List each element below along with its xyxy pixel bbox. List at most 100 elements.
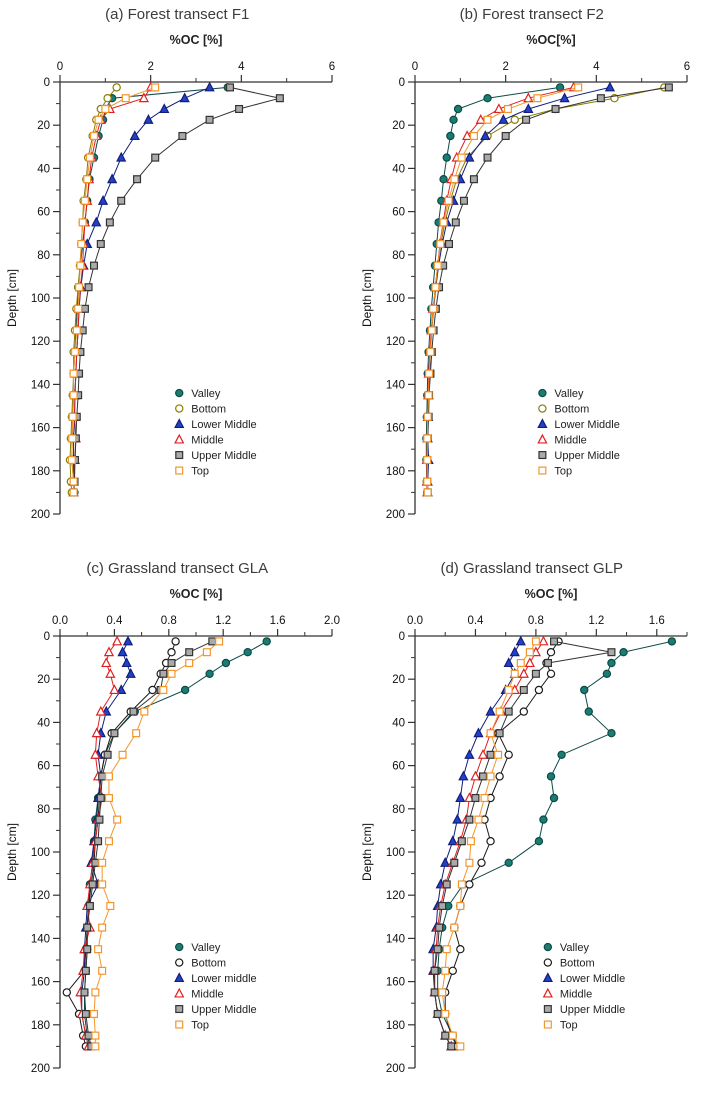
svg-text:Upper Middle: Upper Middle [560,1004,625,1016]
svg-text:Lower Middle: Lower Middle [560,973,625,985]
legend: Valley Bottom Lower Middle Middle Upper Midd… [174,388,257,478]
series-top [422,83,582,497]
svg-text:2: 2 [148,61,154,73]
svg-text:0.8: 0.8 [528,615,544,627]
svg-text:1.2: 1.2 [215,615,231,627]
chart-title-d: (d) Grassland transect GLP [440,560,624,577]
chart-forest-f1: %OC [%]0 2 4 6020406080100120140160180200De… [5,33,335,521]
y-axis: 0 20 40 60 80 100 120 140 160 180 200 Depth [cm] [5,631,61,1075]
svg-text:100: 100 [386,847,405,859]
svg-text:0.0: 0.0 [407,615,423,627]
svg-text:0: 0 [44,77,50,89]
svg-text:140: 140 [31,379,50,391]
svg-text:60: 60 [392,207,405,219]
svg-text:160: 160 [31,423,50,435]
svg-text:40: 40 [37,163,50,175]
svg-text:0.4: 0.4 [107,615,124,627]
svg-text:140: 140 [386,379,405,391]
svg-text:Depth [cm]: Depth [cm] [5,269,19,327]
svg-text:2: 2 [502,61,508,73]
svg-text:100: 100 [31,847,50,859]
svg-text:80: 80 [392,804,405,816]
svg-text:0: 0 [44,631,50,643]
svg-text:100: 100 [386,293,405,305]
legend: Valley Bottom Lower middle Middle Upper Midd… [174,942,257,1032]
svg-text:Lower Middle: Lower Middle [191,419,256,431]
svg-text:Upper Middle: Upper Middle [554,450,619,462]
svg-text:120: 120 [386,336,405,348]
svg-text:180: 180 [31,466,50,478]
svg-text:Valley: Valley [560,942,590,954]
svg-text:0: 0 [57,61,63,73]
svg-text:200: 200 [31,509,50,521]
svg-text:80: 80 [392,250,405,262]
svg-text:Depth [cm]: Depth [cm] [360,269,374,327]
svg-text:140: 140 [31,933,50,945]
svg-text:20: 20 [392,120,405,132]
series-upper-middle [80,637,217,1051]
svg-text:60: 60 [392,761,405,773]
svg-text:20: 20 [37,120,50,132]
svg-text:0.0: 0.0 [52,615,68,627]
svg-text:120: 120 [31,890,50,902]
y-axis: 0 20 40 60 80 100 120 140 160 180 200 Depth [cm] [360,631,416,1075]
panel-d: (d) Grassland transect GLP %OC [%] 0.0 0.4… [355,558,709,1098]
svg-text:Top: Top [191,1020,209,1032]
svg-text:40: 40 [37,717,50,729]
svg-text:Middle: Middle [191,435,223,447]
chart-title-c: (c) Grassland transect GLA [86,560,269,577]
svg-text:140: 140 [386,933,405,945]
chart-grassland-glp: %OC [%] 0.0 0.4 0.8 1.2 1.6 0 20 40 60 80 100 120 140… [360,587,688,1075]
series-upper-middle [69,83,285,497]
svg-text:180: 180 [386,1020,405,1032]
series-upper-middle [422,83,673,497]
svg-text:Top: Top [191,466,209,478]
svg-text:4: 4 [593,61,600,73]
svg-text:Middle: Middle [191,989,223,1001]
svg-text:180: 180 [386,466,405,478]
svg-text:0: 0 [398,77,404,89]
svg-text:80: 80 [37,250,50,262]
panel-a: (a) Forest transect F1 %OC [%] 0 2 4 6 0 20 40 6… [0,4,355,544]
svg-text:Middle: Middle [560,989,592,1001]
svg-text:Depth [cm]: Depth [cm] [360,823,374,881]
svg-text:40: 40 [392,163,405,175]
svg-text:20: 20 [37,674,50,686]
svg-text:60: 60 [37,761,50,773]
x-axis: %OC [%] 0.0 0.4 0.8 1.2 1.6 2.0 [52,587,340,637]
svg-text:0.4: 0.4 [467,615,484,627]
svg-text:20: 20 [392,674,405,686]
series-bottom [422,83,669,497]
svg-text:Valley: Valley [191,942,221,954]
svg-text:100: 100 [31,293,50,305]
svg-text:160: 160 [31,977,50,989]
svg-text:%OC [%]: %OC [%] [170,587,223,601]
chart-forest-f2: %OC[%]0 2 4 6020406080100120140160180200Dep… [360,33,690,521]
svg-text:4: 4 [238,61,245,73]
chart-grassland-gla: %OC [%] 0.0 0.4 0.8 1.2 1.6 2.0 0 20 40 60 80 100 120… [5,587,340,1075]
svg-text:Lower Middle: Lower Middle [554,419,619,431]
x-axis: %OC[%] 0 2 4 6 [412,33,690,83]
chart-title-b: (b) Forest transect F2 [459,6,604,23]
svg-text:200: 200 [386,1063,405,1075]
legend: Valley Bottom Lower Middle Middle Upper Midd… [542,942,625,1032]
svg-text:Bottom: Bottom [191,958,226,970]
svg-text:120: 120 [386,890,405,902]
svg-text:2.0: 2.0 [324,615,340,627]
svg-text:Valley: Valley [554,388,584,400]
svg-text:Bottom: Bottom [560,958,595,970]
chart-title-a: (a) Forest transect F1 [105,6,250,23]
series-lower-middle [427,635,526,1051]
svg-text:40: 40 [392,717,405,729]
legend: Valley Bottom Lower Middle Middle Upper Midd… [537,388,620,478]
x-axis: %OC [%] 0 2 4 6 [57,33,335,83]
svg-text:%OC [%]: %OC [%] [170,33,223,47]
svg-text:%OC [%]: %OC [%] [524,587,577,601]
svg-text:60: 60 [37,207,50,219]
panel-c: (c) Grassland transect GLA %OC [%] 0.0 0.4… [0,558,355,1098]
svg-text:80: 80 [37,804,50,816]
svg-text:Valley: Valley [191,388,221,400]
svg-text:Bottom: Bottom [191,404,226,416]
series-bottom [66,83,122,497]
series-top [68,83,160,497]
